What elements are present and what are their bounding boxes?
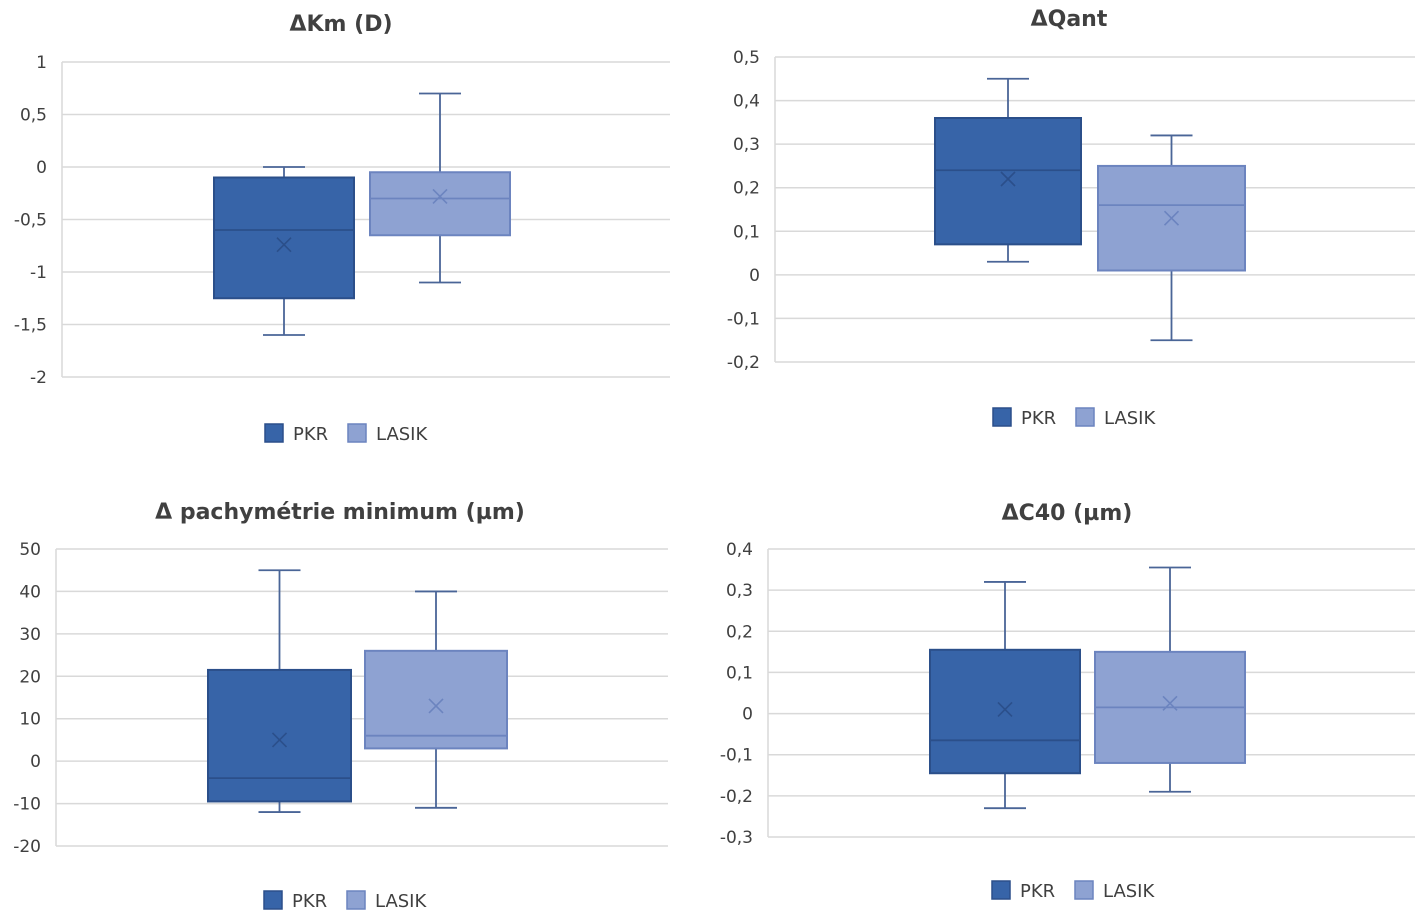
- legend-label-pkr: PKR: [1021, 408, 1056, 429]
- y-tick-label: -20: [13, 837, 41, 857]
- mean-marker: [276, 237, 292, 253]
- y-tick-label: -0,2: [720, 787, 753, 807]
- box-pkr: [207, 569, 352, 813]
- y-tick-label: 0,5: [20, 106, 47, 126]
- y-tick-label: 0: [742, 705, 753, 725]
- legend-label-pkr: PKR: [1020, 881, 1055, 902]
- box-lasik: [1094, 566, 1246, 793]
- box-pkr: [213, 166, 355, 336]
- y-tick-label: 0,5: [733, 48, 760, 68]
- mean-marker: [428, 698, 444, 714]
- y-tick-label: 1: [36, 53, 47, 73]
- legend: PKR LASIK: [991, 880, 1155, 902]
- interquartile-box: [369, 171, 511, 237]
- box-pkr: [929, 581, 1081, 810]
- legend-swatch-lasik: [346, 890, 366, 910]
- legend-label-lasik: LASIK: [375, 891, 427, 912]
- chart-title: ΔC40 (µm): [1002, 501, 1133, 526]
- y-tick-label: 30: [19, 625, 41, 645]
- interquartile-box: [213, 176, 355, 300]
- legend-swatch-lasik: [1075, 407, 1095, 427]
- chart-panel: ΔC40 (µm) 0,4 0,3 0,2 0,1 0 -0,1 -0,2 -0,3 PKR LAS…: [720, 501, 1415, 902]
- y-tick-label: 0,3: [726, 581, 753, 601]
- mean-stroke: [271, 732, 288, 748]
- y-tick-label: 40: [19, 582, 41, 602]
- legend: PKR LASIK: [992, 407, 1156, 429]
- box-lasik: [369, 92, 511, 284]
- y-tick-label: -0,5: [14, 211, 47, 231]
- legend-swatch-lasik: [1074, 880, 1094, 900]
- chart-title: ΔKm (D): [289, 12, 392, 37]
- y-tick-label: -1: [30, 263, 47, 283]
- mean-marker: [1163, 210, 1180, 226]
- legend: PKR LASIK: [263, 890, 427, 912]
- mean-marker: [1000, 171, 1016, 187]
- y-tick-label: -1,5: [14, 316, 47, 336]
- chart-panel: Δ pachymétrie minimum (µm) 50 40 30 20 10 0 -10…: [13, 500, 668, 912]
- chart-panel: ΔKm (D) 1 0,5 0 -0,5 -1 -1,5 -2 PKR LASIK: [14, 12, 670, 445]
- y-tick-label: 0,1: [726, 663, 753, 683]
- y-tick-label: 0: [30, 752, 41, 772]
- mean-marker: [1162, 695, 1178, 711]
- y-tick-label: -0,1: [720, 746, 753, 766]
- legend-swatch-pkr: [992, 407, 1012, 427]
- legend-label-pkr: PKR: [292, 891, 327, 912]
- y-tick-label: 0: [749, 266, 760, 286]
- legend-label-pkr: PKR: [293, 424, 328, 445]
- chart-title: ΔQant: [1031, 7, 1108, 32]
- chart-title: Δ pachymétrie minimum (µm): [155, 500, 525, 525]
- mean-stroke: [997, 701, 1013, 718]
- y-tick-label: -10: [13, 795, 41, 815]
- legend-swatch-pkr: [263, 890, 283, 910]
- y-tick-label: 0,2: [733, 179, 760, 199]
- mean-stroke: [428, 698, 444, 714]
- chart-panel: ΔQant 0,5 0,4 0,3 0,2 0,1 0 -0,1 -0,2 PKR LASIK: [727, 7, 1415, 429]
- y-tick-label: 10: [19, 710, 41, 730]
- legend: PKR LASIK: [264, 423, 428, 445]
- mean-stroke: [276, 237, 292, 253]
- mean-stroke: [432, 188, 448, 204]
- legend-label-lasik: LASIK: [1103, 881, 1155, 902]
- mean-marker: [271, 732, 288, 748]
- mean-stroke: [1163, 210, 1180, 226]
- y-tick-label: 0: [36, 158, 47, 178]
- y-tick-label: -0,1: [727, 309, 760, 329]
- y-tick-label: 0,2: [726, 622, 753, 642]
- legend-label-lasik: LASIK: [1104, 408, 1156, 429]
- y-tick-label: 0,4: [726, 540, 753, 560]
- y-tick-label: -0,2: [727, 353, 760, 373]
- mean-marker: [432, 188, 448, 204]
- box-lasik: [364, 590, 508, 809]
- mean-stroke: [1162, 695, 1178, 711]
- legend-swatch-pkr: [991, 880, 1011, 900]
- legend-swatch-lasik: [347, 423, 367, 443]
- interquartile-box: [929, 648, 1081, 775]
- interquartile-box: [207, 668, 352, 803]
- y-tick-label: -0,3: [720, 828, 753, 848]
- box-pkr: [934, 77, 1082, 263]
- interquartile-box: [364, 649, 508, 750]
- legend-swatch-pkr: [264, 423, 284, 443]
- mean-stroke: [1000, 171, 1016, 187]
- mean-marker: [997, 701, 1013, 718]
- y-tick-label: 20: [19, 667, 41, 687]
- y-tick-label: -2: [30, 368, 47, 388]
- y-tick-label: 50: [19, 540, 41, 560]
- legend-label-lasik: LASIK: [376, 424, 428, 445]
- interquartile-box: [934, 117, 1082, 246]
- box-lasik: [1097, 134, 1246, 342]
- y-tick-label: 0,4: [733, 92, 760, 112]
- y-tick-label: 0,3: [733, 135, 760, 155]
- y-tick-label: 0,1: [733, 222, 760, 242]
